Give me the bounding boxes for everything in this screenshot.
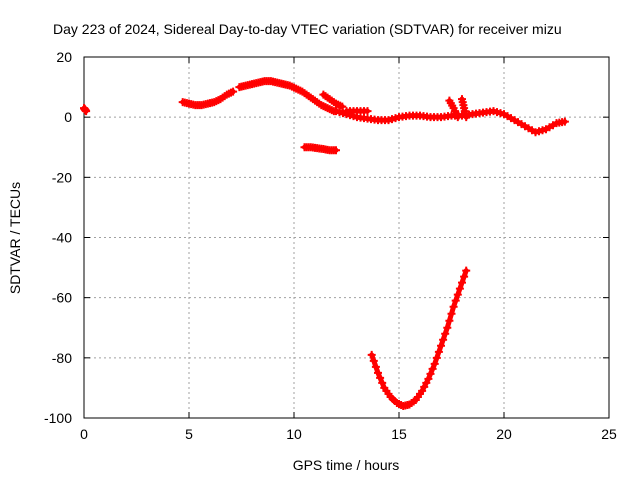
series-arc-4 [300,143,340,155]
data-point [82,107,91,116]
x-tick-label: 15 [391,426,407,442]
data-point [332,146,340,155]
y-tick-label: -20 [52,169,72,185]
data-point [437,341,445,350]
data-point [443,323,452,332]
data-point [439,335,448,344]
y-tick-label: -60 [52,290,72,306]
data-point [422,378,431,387]
data-point [453,113,462,122]
data-point [376,373,385,382]
x-tick-label: 5 [185,426,193,442]
data-point [229,87,238,96]
data-point [420,382,429,391]
data-point [451,296,460,305]
data-point [449,302,458,311]
series-arc-10 [367,266,471,410]
series-arc-7 [342,107,372,116]
series-arc-6 [332,107,569,137]
x-tick-label: 0 [80,426,88,442]
data-point [441,329,450,338]
data-point [374,368,382,377]
series-arc-3 [235,77,338,116]
series-line [369,268,469,409]
data-point [458,278,466,287]
y-tick-label: 20 [56,49,72,65]
data-point [369,356,378,365]
data-point [371,362,380,371]
data-point [445,316,454,325]
data-point [560,117,569,126]
data-point [418,386,427,395]
data-point [432,353,441,362]
data-point [367,350,376,359]
data-point [462,266,471,275]
series-arc-1 [80,104,91,116]
data-point [428,364,437,373]
y-axis-label: SDTVAR / TECUs [7,182,23,294]
y-tick-label: 0 [64,109,72,125]
data-point [455,284,464,293]
series-arc-9 [458,95,471,122]
data-point [447,309,456,318]
data-point [430,359,439,368]
y-tick-label: -80 [52,350,72,366]
data-point [426,369,435,378]
data-point [363,107,372,116]
data-point [453,290,462,299]
x-tick-label: 10 [286,426,302,442]
y-tick-label: -40 [52,230,72,246]
x-tick-label: 20 [496,426,512,442]
x-tick-label: 25 [601,426,617,442]
x-axis-label: GPS time / hours [293,457,400,473]
data-point [462,113,471,122]
data-points [80,77,569,410]
series-arc-2 [178,87,238,110]
data-point [434,347,443,356]
data-point [424,374,433,383]
data-point [378,378,387,387]
data-point [460,272,469,281]
chart-title: Day 223 of 2024, Sidereal Day-to-day VTE… [53,21,562,37]
y-tick-label: -100 [44,410,72,426]
axis-ticks: 0 5 10 15 20 25 -100 -80 -60 -40 -20 0 20 [44,49,617,442]
series-arc-8 [445,96,462,122]
